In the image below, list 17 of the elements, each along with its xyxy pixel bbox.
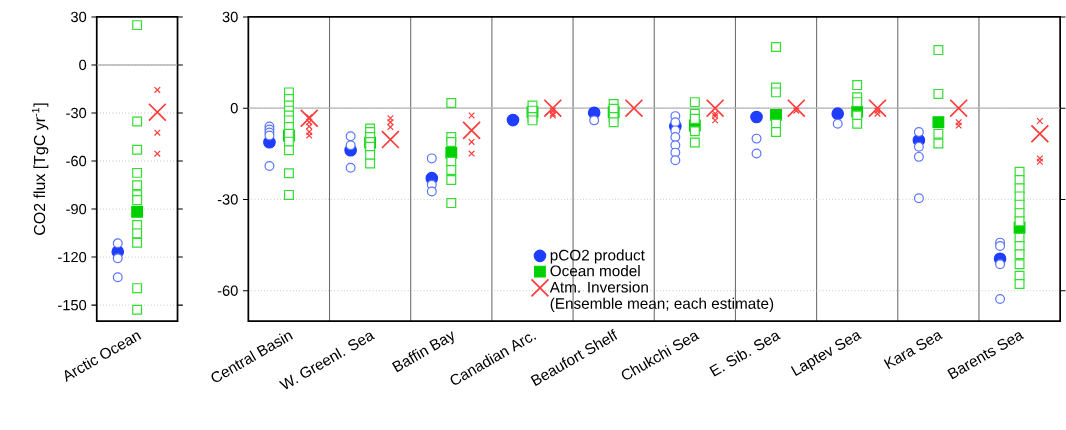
x-tick-label: E. Sib. Sea xyxy=(709,332,781,377)
y-tick-label: -150 xyxy=(58,300,87,311)
y-axis-title: CO2 flux [TgC yr$^{-1}$] xyxy=(31,103,49,235)
y-tick-label: -120 xyxy=(58,252,87,263)
legend-label: Atm. Inversion xyxy=(549,281,648,293)
y-tick-label: 30 xyxy=(71,11,87,23)
y-tick-label: 30 xyxy=(222,11,238,23)
y-tick-label: -60 xyxy=(66,155,87,167)
y-tick-label: -60 xyxy=(217,285,238,296)
legend-label: pCO2 product xyxy=(550,249,645,264)
y-tick-label: -30 xyxy=(217,194,238,205)
y-tick-label: 0 xyxy=(79,59,87,71)
y-tick-label: -30 xyxy=(66,107,87,119)
y-tick-label: 0 xyxy=(230,103,238,114)
y-tick-label: -90 xyxy=(66,203,87,215)
legend-label: Ocean model xyxy=(550,265,640,277)
x-tick-label: Kara Sea xyxy=(883,332,944,370)
